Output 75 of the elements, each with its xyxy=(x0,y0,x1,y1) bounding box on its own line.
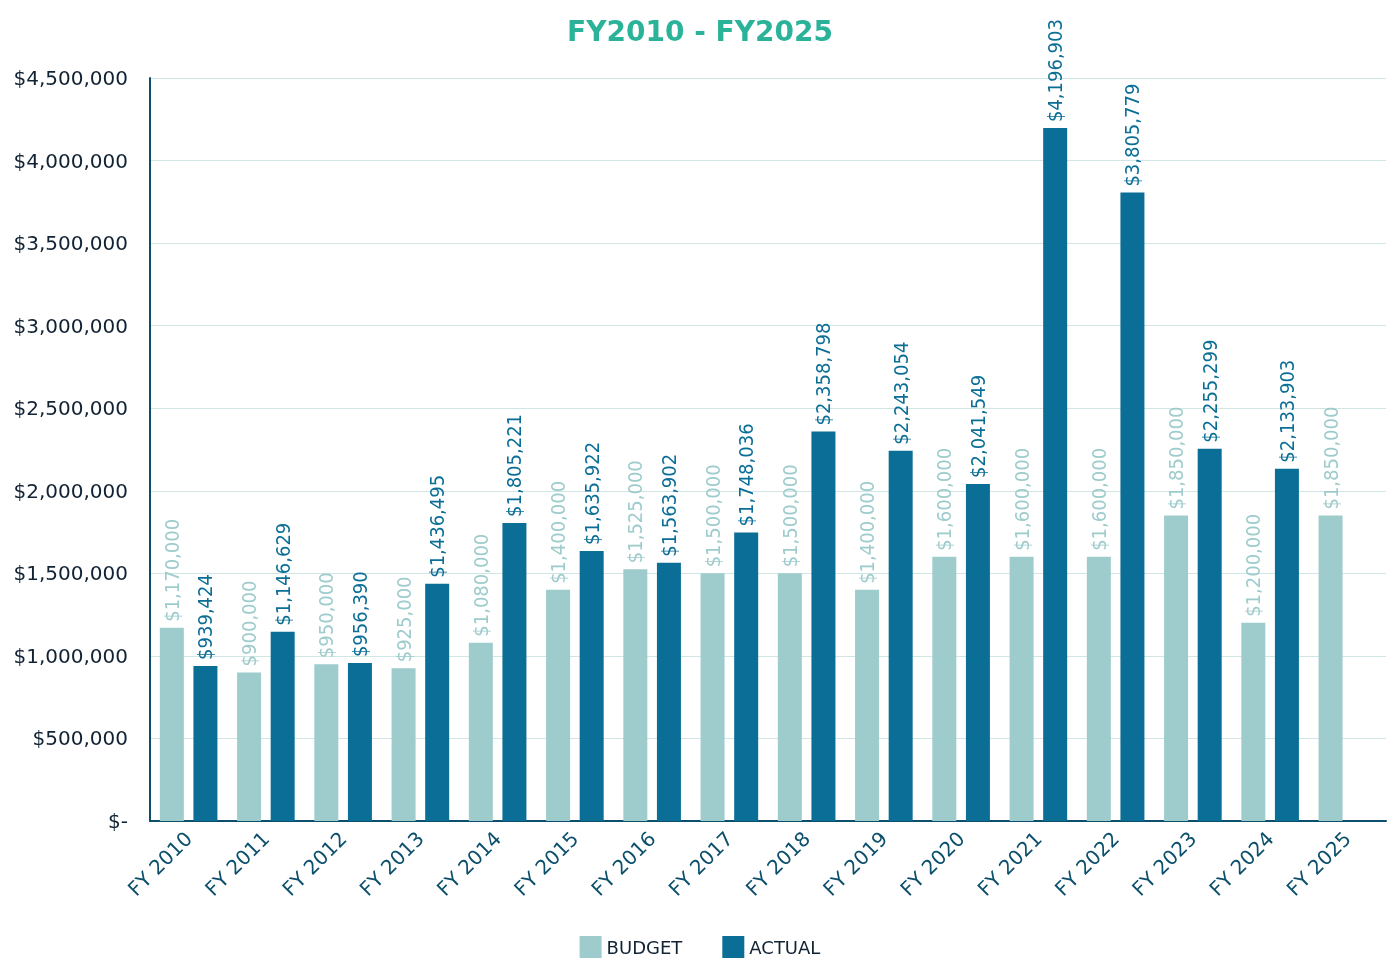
data-label: $1,400,000 xyxy=(546,480,571,584)
data-label: $1,600,000 xyxy=(1086,447,1111,551)
bar xyxy=(734,532,759,821)
data-label: $2,243,054 xyxy=(888,341,913,445)
data-label: $2,041,549 xyxy=(965,374,990,478)
bar xyxy=(314,664,339,821)
bar xyxy=(811,431,836,821)
data-label: $956,390 xyxy=(347,571,372,658)
bar xyxy=(1120,192,1145,821)
bar xyxy=(502,522,527,821)
y-tick-label: $3,000,000 xyxy=(13,313,128,338)
bar xyxy=(1009,556,1034,821)
data-label: $1,563,902 xyxy=(656,453,681,557)
data-label: $925,000 xyxy=(391,576,416,663)
chart-title: FY2010 - FY2025 xyxy=(567,14,833,48)
data-label: $1,200,000 xyxy=(1241,513,1266,617)
legend-label: ACTUAL xyxy=(749,936,821,958)
data-label: $1,080,000 xyxy=(468,533,493,637)
bar xyxy=(237,672,262,821)
bar xyxy=(1086,556,1111,821)
data-label: $2,255,299 xyxy=(1197,339,1222,443)
y-tick-label: $2,500,000 xyxy=(13,396,128,421)
y-tick-label: $1,000,000 xyxy=(13,643,128,668)
data-label: $4,196,903 xyxy=(1043,19,1068,123)
bar xyxy=(1318,515,1343,821)
bar xyxy=(965,483,990,821)
data-label: $1,805,221 xyxy=(502,413,527,517)
bar xyxy=(932,556,957,821)
bar xyxy=(159,627,184,821)
data-label: $1,600,000 xyxy=(932,447,957,551)
y-tick-label: $500,000 xyxy=(32,726,128,751)
y-tick-label: $4,500,000 xyxy=(13,66,128,90)
bar xyxy=(1164,515,1189,821)
data-label: $1,600,000 xyxy=(1009,447,1034,551)
y-tick-label: $- xyxy=(108,809,128,833)
bar xyxy=(546,589,571,821)
data-label: $1,500,000 xyxy=(777,464,802,568)
bar xyxy=(579,550,604,821)
data-label: $1,748,036 xyxy=(734,423,759,527)
bar xyxy=(1043,128,1068,821)
bar xyxy=(623,569,648,821)
bar xyxy=(391,668,416,821)
data-label: $1,850,000 xyxy=(1318,406,1343,510)
bar xyxy=(700,573,725,821)
data-label: $1,525,000 xyxy=(623,460,648,564)
data-label: $1,146,629 xyxy=(270,522,295,626)
y-tick-label: $3,500,000 xyxy=(13,231,128,256)
bar xyxy=(1241,622,1266,821)
bar xyxy=(888,450,913,821)
data-label: $2,133,903 xyxy=(1274,359,1299,463)
data-label: $1,400,000 xyxy=(855,480,880,584)
bar xyxy=(1274,468,1299,821)
data-label: $2,358,798 xyxy=(811,322,836,426)
data-label: $900,000 xyxy=(237,580,262,667)
legend-label: BUDGET xyxy=(606,936,684,958)
bar xyxy=(425,583,450,821)
bar xyxy=(270,631,295,821)
y-tick-label: $2,000,000 xyxy=(13,478,128,503)
data-label: $1,850,000 xyxy=(1164,406,1189,510)
data-label: $1,635,922 xyxy=(579,441,604,545)
bar xyxy=(656,562,681,821)
bar xyxy=(193,665,218,821)
bar xyxy=(777,573,802,821)
bar xyxy=(855,589,880,821)
y-tick-label: $4,000,000 xyxy=(13,148,128,173)
y-tick-label: $1,500,000 xyxy=(13,561,128,586)
data-label: $1,170,000 xyxy=(159,518,184,622)
data-label: $1,436,495 xyxy=(425,474,450,578)
data-label: $939,424 xyxy=(193,574,218,660)
bar xyxy=(468,642,493,821)
data-label: $3,805,779 xyxy=(1120,83,1145,187)
data-label: $1,500,000 xyxy=(700,464,725,568)
bar xyxy=(347,663,372,821)
bar xyxy=(1197,448,1222,821)
data-label: $950,000 xyxy=(314,572,339,659)
